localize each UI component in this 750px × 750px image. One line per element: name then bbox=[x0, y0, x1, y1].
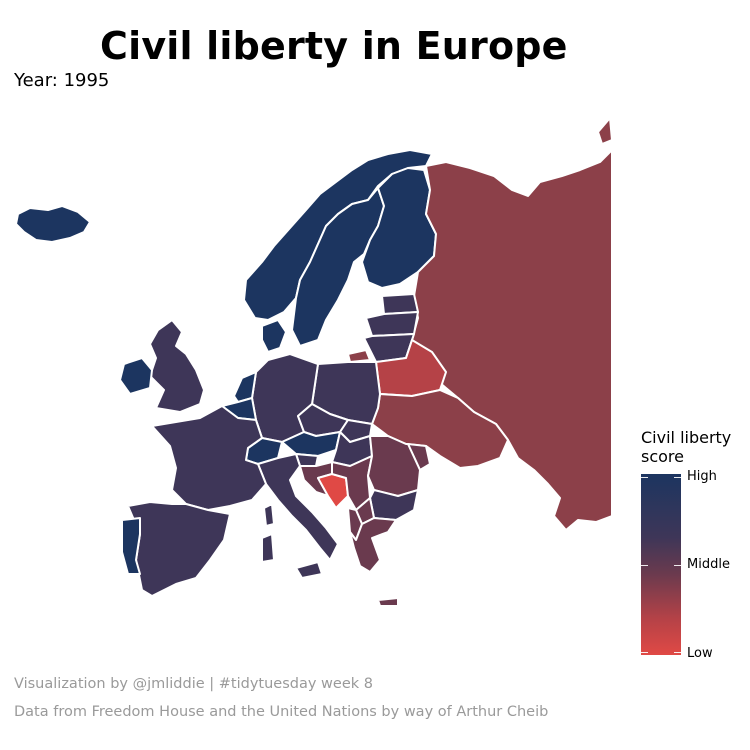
legend-color-bar bbox=[641, 474, 681, 655]
region-estonia bbox=[381, 293, 419, 315]
region-ukraine bbox=[371, 389, 509, 469]
legend-label-middle: Middle bbox=[687, 557, 730, 572]
caption-credit: Visualization by @jmliddie | #tidytuesda… bbox=[14, 676, 373, 692]
year-label: Year: 1995 bbox=[14, 70, 110, 91]
region-russia bbox=[411, 149, 613, 531]
region-novaya-zemlya bbox=[597, 117, 613, 145]
region-france bbox=[151, 405, 267, 511]
legend-tick-middle bbox=[641, 565, 648, 566]
legend-tick-high bbox=[641, 477, 648, 478]
legend-title: Civil liberty score bbox=[641, 428, 731, 466]
caption-source: Data from Freedom House and the United N… bbox=[14, 704, 549, 720]
legend-tick-high-right bbox=[674, 477, 681, 478]
region-uk bbox=[149, 319, 205, 413]
legend-title-line1: Civil liberty bbox=[641, 428, 732, 447]
region-sicily bbox=[295, 561, 323, 579]
legend-label-high: High bbox=[687, 469, 717, 484]
region-sardinia bbox=[261, 533, 275, 563]
legend-label-low: Low bbox=[687, 646, 713, 661]
legend-tick-low-right bbox=[674, 652, 681, 653]
region-iceland bbox=[15, 205, 91, 243]
region-netherlands bbox=[233, 371, 257, 403]
region-kaliningrad bbox=[347, 349, 371, 363]
region-latvia bbox=[365, 311, 419, 337]
legend-title-line2: score bbox=[641, 447, 684, 466]
region-crete bbox=[377, 597, 399, 607]
legend-tick-middle-right bbox=[674, 565, 681, 566]
region-corsica bbox=[263, 503, 275, 527]
region-italy bbox=[257, 453, 339, 561]
region-ireland bbox=[119, 357, 153, 395]
region-portugal bbox=[121, 517, 141, 575]
region-denmark bbox=[261, 319, 287, 353]
page-title: Civil liberty in Europe bbox=[100, 24, 568, 68]
legend-tick-low bbox=[641, 652, 648, 653]
region-greece bbox=[349, 517, 397, 573]
region-bulgaria bbox=[369, 489, 419, 521]
region-spain bbox=[127, 501, 231, 597]
